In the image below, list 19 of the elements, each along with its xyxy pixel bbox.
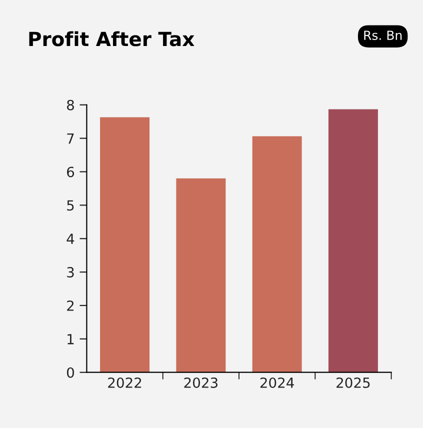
- bar: [176, 178, 226, 372]
- y-tick-label: 6: [67, 166, 74, 178]
- y-tick-label: 3: [67, 267, 74, 278]
- y-tick-label: 8: [67, 100, 74, 110]
- y-tick-label: 4: [66, 234, 74, 244]
- x-tick-label: 2022: [108, 377, 142, 388]
- bar: [252, 136, 302, 372]
- y-tick-label: 1: [68, 334, 74, 344]
- y-tick-label: 7: [67, 133, 74, 144]
- x-tick-label: 2025: [336, 377, 370, 388]
- text: Rs. Bn: [364, 30, 402, 40]
- chart-title: Profit After Tax: [29, 31, 194, 46]
- x-tick-label: 2023: [184, 377, 218, 388]
- bar: [100, 117, 150, 372]
- bar: [328, 109, 378, 372]
- x-tick-label: 2024: [260, 377, 294, 388]
- y-tick-label: 5: [67, 200, 74, 211]
- y-tick-label: 2: [67, 300, 74, 311]
- y-tick-label: 0: [66, 367, 74, 378]
